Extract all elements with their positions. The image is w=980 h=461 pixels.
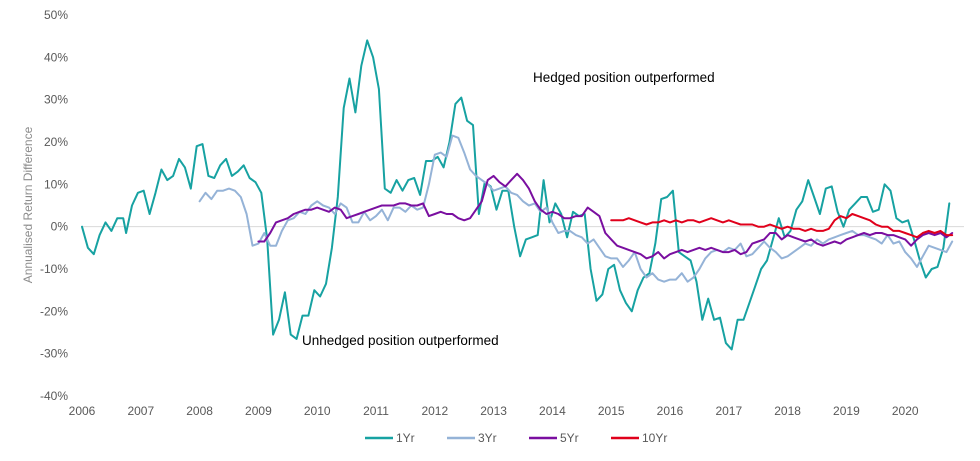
y-tick-label: 30% — [44, 93, 68, 107]
x-tick-label: 2010 — [304, 404, 331, 418]
y-tick-label: 0% — [51, 220, 69, 234]
annotation-hedged: Hedged position outperformed — [533, 70, 715, 85]
legend-item-1yr: 1Yr — [365, 431, 415, 445]
y-tick-label: 20% — [44, 135, 68, 149]
x-tick-label: 2008 — [186, 404, 213, 418]
series-line-3yr — [198, 134, 954, 283]
y-tick-label: 10% — [44, 177, 68, 191]
x-tick-label: 2009 — [245, 404, 272, 418]
y-axis-title: Annualised Return Difference — [21, 126, 35, 283]
y-tick-label: -10% — [40, 262, 68, 276]
y-tick-label: -20% — [40, 304, 68, 318]
x-tick-label: 2017 — [715, 404, 742, 418]
x-tick-label: 2011 — [363, 404, 389, 418]
series-line-5yr — [257, 172, 954, 260]
legend-label: 3Yr — [478, 431, 497, 445]
legend-item-5yr: 5Yr — [529, 431, 579, 445]
legend-item-3yr: 3Yr — [447, 431, 497, 445]
legend: 1Yr 3Yr 5Yr 10Yr — [365, 431, 667, 445]
legend-item-10yr: 10Yr — [611, 431, 667, 445]
series-line-10yr — [610, 213, 954, 239]
x-tick-label: 2007 — [127, 404, 154, 418]
x-tick-label: 2006 — [69, 404, 96, 418]
x-tick-label: 2014 — [539, 404, 566, 418]
legend-label: 10Yr — [642, 431, 667, 445]
x-tick-label: 2018 — [774, 404, 801, 418]
series-line-1yr — [81, 39, 951, 351]
x-tick-label: 2020 — [892, 404, 919, 418]
y-tick-label: 50% — [44, 8, 68, 22]
legend-label: 5Yr — [560, 431, 579, 445]
annotation-unhedged: Unhedged position outperformed — [302, 333, 499, 348]
x-tick-label: 2015 — [598, 404, 625, 418]
legend-label: 1Yr — [396, 431, 415, 445]
x-tick-label: 2013 — [480, 404, 507, 418]
y-tick-label: 40% — [44, 50, 68, 64]
x-axis: 2006 2007 2008 2009 2010 2011 2012 2013 2014 2015… — [69, 404, 919, 418]
series-lines — [81, 39, 954, 351]
y-axis: -40% -30% -20% -10% 0% 10% 20% 30% 40% 50% — [40, 8, 68, 403]
x-tick-label: 2019 — [833, 404, 860, 418]
y-tick-label: -40% — [40, 389, 68, 403]
y-tick-label: -30% — [40, 347, 68, 361]
x-tick-label: 2016 — [657, 404, 684, 418]
x-tick-label: 2012 — [421, 404, 448, 418]
